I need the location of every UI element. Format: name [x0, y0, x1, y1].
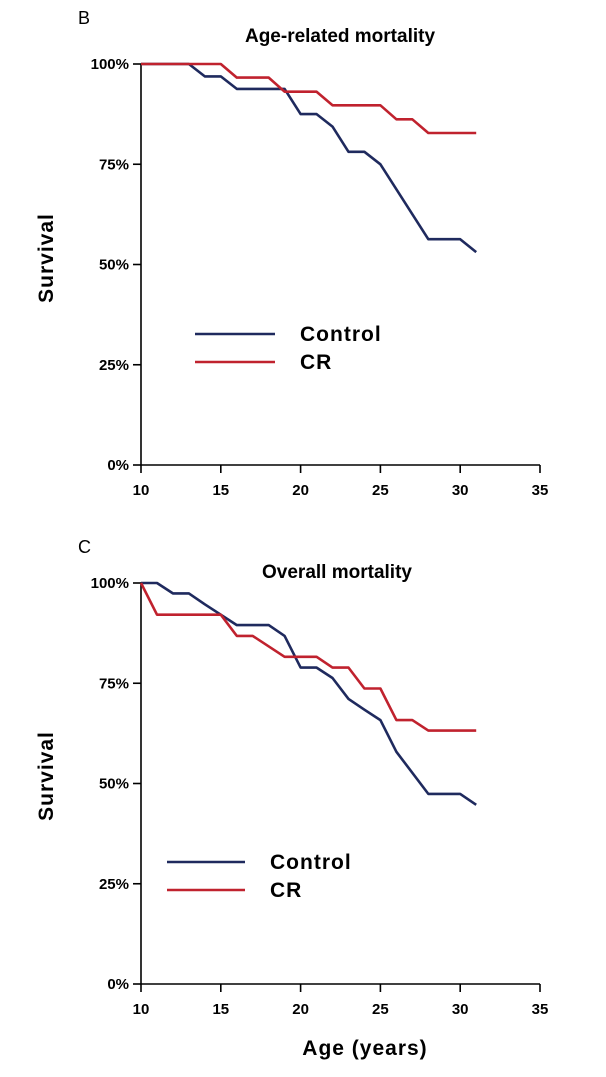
y-tick-label: 50% — [99, 257, 129, 274]
x-tick-label: 20 — [292, 1001, 309, 1018]
legend: Control CR — [195, 323, 382, 374]
x-tick-label: 25 — [372, 1001, 389, 1018]
x-tick-label: 25 — [372, 482, 389, 499]
y-tick-label: 50% — [99, 776, 129, 793]
y-tick-label: 100% — [91, 575, 129, 592]
y-tick-label: 0% — [107, 976, 129, 993]
panel-age-related-mortality: B Age-related mortality Survival 0% 25% 50… — [35, 8, 548, 499]
axes: 0% 25% 50% 75% 100% 10 15 20 25 30 35 — [91, 56, 549, 499]
y-tick-label: 75% — [99, 675, 129, 692]
series-group — [141, 62, 478, 254]
legend-label-control: Control — [270, 851, 352, 874]
legend-label-cr: CR — [300, 351, 332, 374]
panel-letter: B — [78, 8, 90, 28]
panel-overall-mortality: C Overall mortality Survival Age (years)… — [35, 537, 548, 1060]
series-group — [139, 581, 477, 806]
legend: Control CR — [167, 851, 352, 902]
panel-letter: C — [78, 537, 91, 557]
legend-label-cr: CR — [270, 879, 302, 902]
x-tick-label: 30 — [452, 482, 469, 499]
y-tick-label: 100% — [91, 56, 129, 73]
y-tick-label: 75% — [99, 156, 129, 173]
chart-title: Age-related mortality — [245, 26, 435, 47]
x-tick-label: 35 — [532, 482, 549, 499]
x-tick-label: 15 — [212, 482, 229, 499]
x-axis-label: Age (years) — [302, 1037, 427, 1060]
chart-title: Overall mortality — [262, 562, 412, 583]
x-tick-label: 30 — [452, 1001, 469, 1018]
series-line-cr — [141, 62, 477, 135]
x-tick-label: 20 — [292, 482, 309, 499]
y-axis-label: Survival — [35, 213, 58, 303]
series-line-control — [141, 581, 477, 806]
legend-label-control: Control — [300, 323, 382, 346]
y-axis-label: Survival — [35, 731, 58, 821]
y-tick-label: 0% — [107, 457, 129, 474]
x-tick-label: 10 — [133, 1001, 150, 1018]
y-tick-label: 25% — [99, 357, 129, 374]
axes: 0% 25% 50% 75% 100% 10 15 20 25 30 35 — [91, 575, 549, 1018]
y-tick-label: 25% — [99, 876, 129, 893]
x-tick-label: 35 — [532, 1001, 549, 1018]
x-tick-label: 15 — [212, 1001, 229, 1018]
x-tick-label: 10 — [133, 482, 150, 499]
series-line-cr — [139, 582, 477, 732]
series-line-control — [141, 62, 478, 254]
